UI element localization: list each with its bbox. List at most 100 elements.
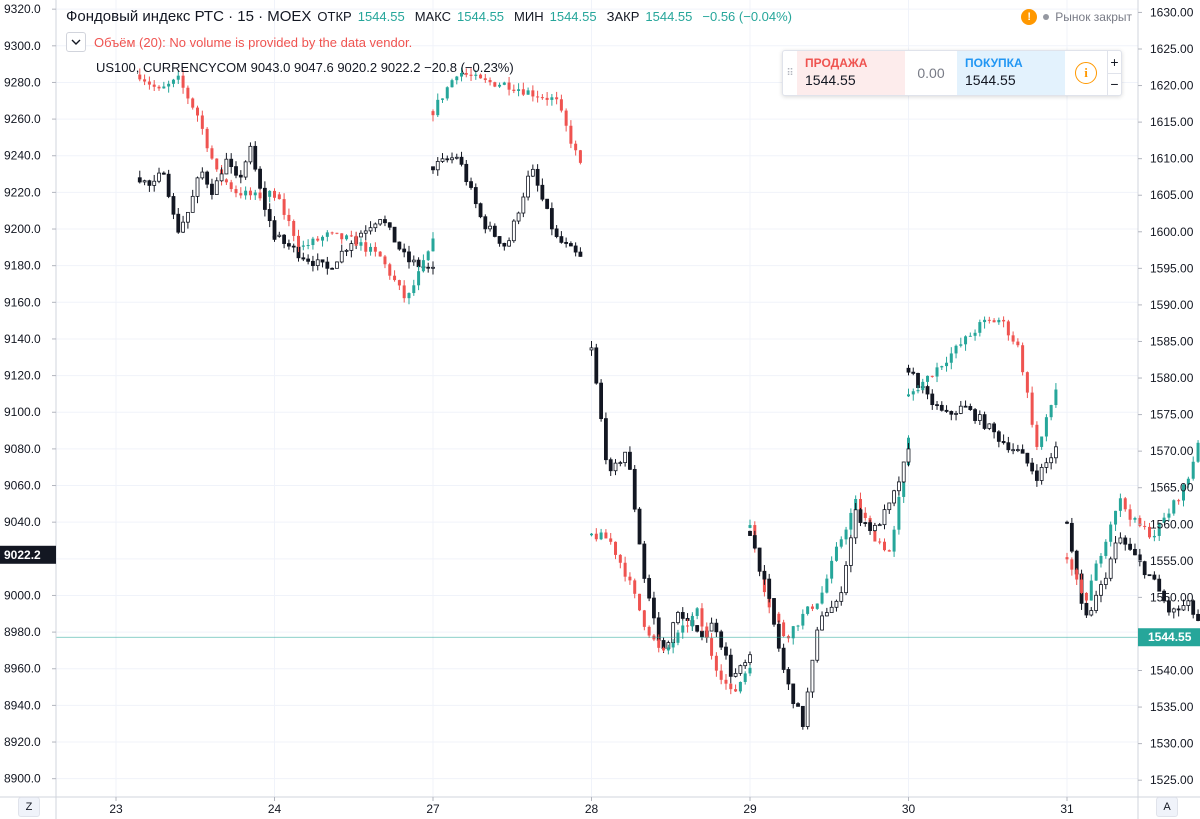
candle-body bbox=[253, 145, 258, 170]
candle-body bbox=[253, 192, 257, 196]
candle-body bbox=[549, 208, 554, 230]
candle-body bbox=[647, 578, 652, 599]
legend-volume: Объём (20): No volume is provided by the… bbox=[66, 32, 412, 52]
candle-body bbox=[330, 232, 334, 234]
candle-body bbox=[781, 647, 786, 670]
warning-icon[interactable]: ! bbox=[1021, 9, 1038, 25]
plus-button[interactable]: + bbox=[1110, 53, 1119, 70]
candle-rts bbox=[282, 193, 286, 220]
candle-body bbox=[1114, 510, 1118, 525]
candle-body bbox=[613, 462, 618, 472]
candle-us100 bbox=[796, 702, 800, 707]
candle-body bbox=[911, 371, 916, 374]
candle-body bbox=[455, 76, 459, 81]
sell-button[interactable]: ПРОДАЖА 1544.55 bbox=[797, 51, 905, 95]
candle-body bbox=[411, 259, 416, 263]
candle-us100 bbox=[262, 181, 267, 217]
candle-us100 bbox=[568, 241, 573, 247]
candle-us100 bbox=[1118, 532, 1123, 545]
volume-message: Объём (20): No volume is provided by the… bbox=[94, 34, 413, 50]
candle-body bbox=[578, 251, 583, 257]
candle-rts bbox=[345, 234, 349, 241]
candle-us100 bbox=[344, 248, 349, 257]
candle-body bbox=[1113, 542, 1118, 560]
candle-rts bbox=[738, 681, 742, 694]
candle-body bbox=[647, 626, 651, 636]
candle-body bbox=[604, 418, 608, 461]
symbol-title[interactable]: Фондовый индекс РТС · 15 · MOEX bbox=[66, 8, 312, 25]
info-button[interactable]: i bbox=[1065, 51, 1107, 95]
candle-us100 bbox=[652, 591, 656, 625]
buy-button[interactable]: ПОКУПКА 1544.55 bbox=[957, 51, 1065, 95]
candle-body bbox=[238, 174, 243, 178]
candle-body bbox=[397, 241, 402, 250]
candle-body bbox=[1104, 541, 1108, 556]
candle-body bbox=[1196, 613, 1200, 621]
right-tick-label: 1555.00 bbox=[1150, 554, 1194, 568]
candle-body bbox=[1025, 452, 1030, 464]
candle-body bbox=[393, 275, 397, 281]
candle-rts bbox=[239, 187, 243, 199]
candle-body bbox=[316, 238, 320, 241]
candle-rts bbox=[1162, 512, 1166, 523]
candle-body bbox=[234, 166, 238, 176]
high-value: 1544.55 bbox=[457, 9, 505, 24]
minus-button[interactable]: − bbox=[1108, 72, 1121, 96]
legend-compare-series[interactable]: US100, CURRENCYCOM 9043.0 9047.6 9020.2 … bbox=[96, 60, 514, 75]
candle-rts bbox=[402, 280, 406, 303]
zoom-button[interactable]: Z bbox=[18, 797, 40, 817]
candle-us100 bbox=[243, 160, 248, 180]
candle-us100 bbox=[176, 208, 181, 234]
candle-rts bbox=[1021, 342, 1025, 376]
candle-us100 bbox=[454, 153, 459, 160]
candle-body bbox=[215, 158, 219, 170]
candle-body bbox=[1167, 600, 1171, 613]
candle-us100 bbox=[872, 522, 877, 532]
candle-body bbox=[1054, 389, 1058, 406]
candle-rts bbox=[1075, 568, 1079, 586]
right-tick-label: 1585.00 bbox=[1150, 334, 1194, 348]
candle-body bbox=[373, 223, 378, 229]
candle-us100 bbox=[844, 561, 848, 596]
candle-body bbox=[714, 655, 718, 671]
candle-rts bbox=[714, 652, 718, 677]
candle-rts bbox=[1133, 516, 1137, 523]
candle-body bbox=[1054, 446, 1058, 459]
candle-us100 bbox=[431, 261, 435, 275]
candle-rts bbox=[378, 251, 382, 257]
candle-body bbox=[426, 251, 430, 261]
candle-us100 bbox=[219, 167, 224, 182]
candle-body bbox=[282, 234, 287, 244]
candle-body bbox=[1118, 537, 1123, 544]
candle-us100 bbox=[781, 643, 786, 674]
candle-body bbox=[666, 647, 670, 651]
candle-body bbox=[521, 196, 526, 214]
candle-body bbox=[719, 631, 724, 648]
right-tick-label: 1530.00 bbox=[1150, 737, 1194, 751]
candle-us100 bbox=[181, 215, 185, 234]
candle-body bbox=[186, 87, 190, 99]
candle-body bbox=[676, 632, 680, 643]
candle-us100 bbox=[488, 221, 492, 232]
candle-us100 bbox=[906, 364, 911, 376]
candle-body bbox=[638, 593, 642, 611]
candle-rts bbox=[417, 265, 421, 291]
candle-body bbox=[378, 219, 383, 225]
candle-body bbox=[680, 612, 685, 619]
candle-us100 bbox=[530, 164, 535, 178]
auto-scale-button[interactable]: A bbox=[1156, 797, 1178, 817]
candle-body bbox=[1044, 417, 1048, 437]
candle-us100 bbox=[728, 648, 733, 684]
candle-body bbox=[431, 166, 435, 171]
collapse-legend-button[interactable] bbox=[66, 32, 86, 52]
candle-body bbox=[604, 532, 608, 539]
candle-rts bbox=[839, 536, 843, 549]
candle-rts bbox=[441, 98, 445, 103]
market-status[interactable]: ! Рынок закрыт bbox=[1021, 9, 1132, 25]
candle-rts bbox=[662, 646, 666, 653]
candle-us100 bbox=[968, 403, 973, 411]
candle-body bbox=[138, 74, 142, 80]
drag-handle-icon[interactable]: ⠿ bbox=[786, 67, 794, 79]
x-tick-label: 31 bbox=[1060, 802, 1074, 816]
